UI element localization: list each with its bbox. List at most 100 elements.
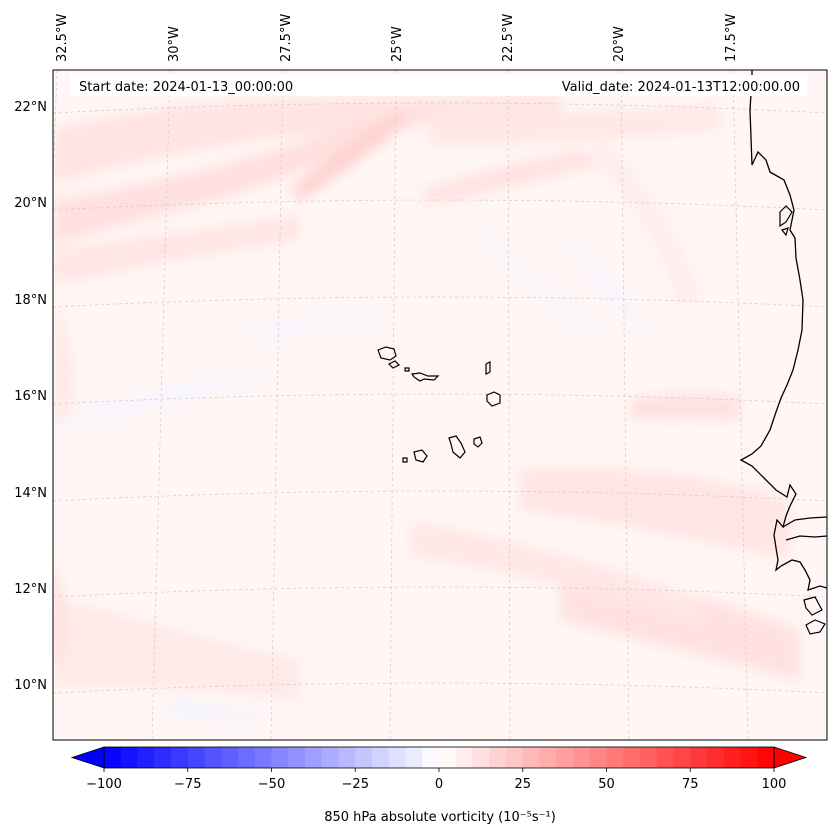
longitude-labels: 32.5°W 30°W 27.5°W 25°W 22.5°W 20°W 17.5… xyxy=(55,14,739,62)
meridian-30w xyxy=(151,70,171,740)
colorbar-cell xyxy=(573,747,591,768)
parallel-22n xyxy=(53,102,827,114)
island-santa-luzia xyxy=(404,367,410,372)
colorbar-cell xyxy=(187,747,205,768)
colorbar-tick-label: −50 xyxy=(258,777,285,792)
coastline-dakar xyxy=(779,205,793,237)
graticule xyxy=(53,70,827,740)
colorbar-tick-label: −25 xyxy=(342,777,369,792)
lon-label: 27.5°W xyxy=(279,14,294,62)
colorbar-cell xyxy=(690,747,708,768)
parallel-18n xyxy=(53,296,827,308)
island-fogo xyxy=(413,449,428,463)
colorbar-cell xyxy=(120,747,138,768)
colorbar-cell xyxy=(271,747,289,768)
lon-label: 22.5°W xyxy=(501,14,516,62)
colorbar-cell xyxy=(522,747,540,768)
colorbar-cell xyxy=(455,747,473,768)
meridian-27-5w xyxy=(270,70,284,740)
colorbar-cell xyxy=(656,747,674,768)
cape-verde-islands xyxy=(377,346,501,463)
colorbar-cell xyxy=(556,747,574,768)
island-boa-vista xyxy=(486,391,501,407)
latitude-labels: 22°N 20°N 18°N 16°N 14°N 12°N 10°N xyxy=(14,100,47,693)
colorbar-cell xyxy=(623,747,641,768)
parallel-10n xyxy=(53,682,827,694)
meridian-20w xyxy=(620,70,630,740)
parallel-16n xyxy=(53,393,827,405)
colorbar-cell xyxy=(439,747,457,768)
lat-label: 22°N xyxy=(14,100,47,115)
colorbar-cell xyxy=(757,747,775,768)
colorbar-cell xyxy=(589,747,607,768)
colorbar-tick-label: 100 xyxy=(762,777,787,792)
lon-label: 20°W xyxy=(612,26,627,62)
colorbar-extend-min xyxy=(70,746,105,769)
lon-label: 25°W xyxy=(390,26,405,62)
colorbar-cell xyxy=(355,747,373,768)
colorbar-tick-label: −75 xyxy=(174,777,201,792)
start-date-label: Start date: 2024-01-13_00:00:00 xyxy=(79,80,293,95)
colorbar-tick-label: 0 xyxy=(435,777,443,792)
colorbar-cell xyxy=(221,747,239,768)
colorbar-cell xyxy=(338,747,356,768)
header-strip xyxy=(70,75,807,96)
lon-label: 17.5°W xyxy=(724,14,739,62)
island-maio xyxy=(473,436,483,448)
colorbar-tick-label: 75 xyxy=(682,777,699,792)
lat-label: 12°N xyxy=(14,582,47,597)
island-sao-nicolau xyxy=(410,372,440,382)
coastline-senegal-gambia xyxy=(782,516,827,635)
lat-label: 18°N xyxy=(14,293,47,308)
lon-label: 30°W xyxy=(167,26,182,62)
colorbar-cell xyxy=(707,747,725,768)
colorbar-cell xyxy=(204,747,222,768)
lat-label: 20°N xyxy=(14,196,47,211)
lon-label: 32.5°W xyxy=(55,14,70,62)
colorbar-cell xyxy=(472,747,490,768)
colorbar-cell xyxy=(539,747,557,768)
island-santo-antao xyxy=(377,346,397,361)
colorbar-cell xyxy=(321,747,339,768)
colorbar-cells xyxy=(104,747,775,768)
map-border xyxy=(52,69,828,741)
colorbar-tick-label: 50 xyxy=(598,777,615,792)
colorbar-label: 850 hPa absolute vorticity (10⁻⁵s⁻¹) xyxy=(324,810,556,825)
colorbar-cell xyxy=(489,747,507,768)
island-sal xyxy=(485,361,491,375)
map-area xyxy=(53,70,827,740)
colorbar-ticks: −100 −75 −50 −25 0 25 50 75 100 xyxy=(86,768,786,792)
colorbar-cell xyxy=(740,747,758,768)
island-santiago xyxy=(448,435,466,459)
colorbar-cell xyxy=(405,747,423,768)
colorbar-cell xyxy=(673,747,691,768)
island-brava xyxy=(402,457,408,463)
colorbar-cell xyxy=(254,747,272,768)
colorbar-tick-label: −100 xyxy=(86,777,122,792)
colorbar-cell xyxy=(606,747,624,768)
colorbar-cell xyxy=(723,747,741,768)
colorbar-tick-label: 25 xyxy=(514,777,531,792)
island-sao-vicente xyxy=(387,360,401,369)
lat-label: 14°N xyxy=(14,486,47,501)
colorbar-extend-max xyxy=(773,746,808,769)
vorticity-field-shading xyxy=(53,95,800,722)
parallel-20n xyxy=(53,199,827,211)
colorbar-cell xyxy=(238,747,256,768)
colorbar-cell xyxy=(506,747,524,768)
lat-label: 16°N xyxy=(14,389,47,404)
meridian-17-5w xyxy=(732,70,749,740)
lat-label: 10°N xyxy=(14,678,47,693)
coastline-africa xyxy=(739,70,827,591)
meridian-22-5w xyxy=(507,70,511,740)
colorbar-cell xyxy=(422,747,440,768)
colorbar-cell xyxy=(171,747,189,768)
colorbar: −100 −75 −50 −25 0 25 50 75 100 850 hPa absolute… xyxy=(70,746,808,825)
colorbar-cell xyxy=(104,747,122,768)
colorbar-cell xyxy=(137,747,155,768)
colorbar-cell xyxy=(640,747,658,768)
colorbar-cell xyxy=(154,747,172,768)
colorbar-cell xyxy=(388,747,406,768)
colorbar-cell xyxy=(372,747,390,768)
